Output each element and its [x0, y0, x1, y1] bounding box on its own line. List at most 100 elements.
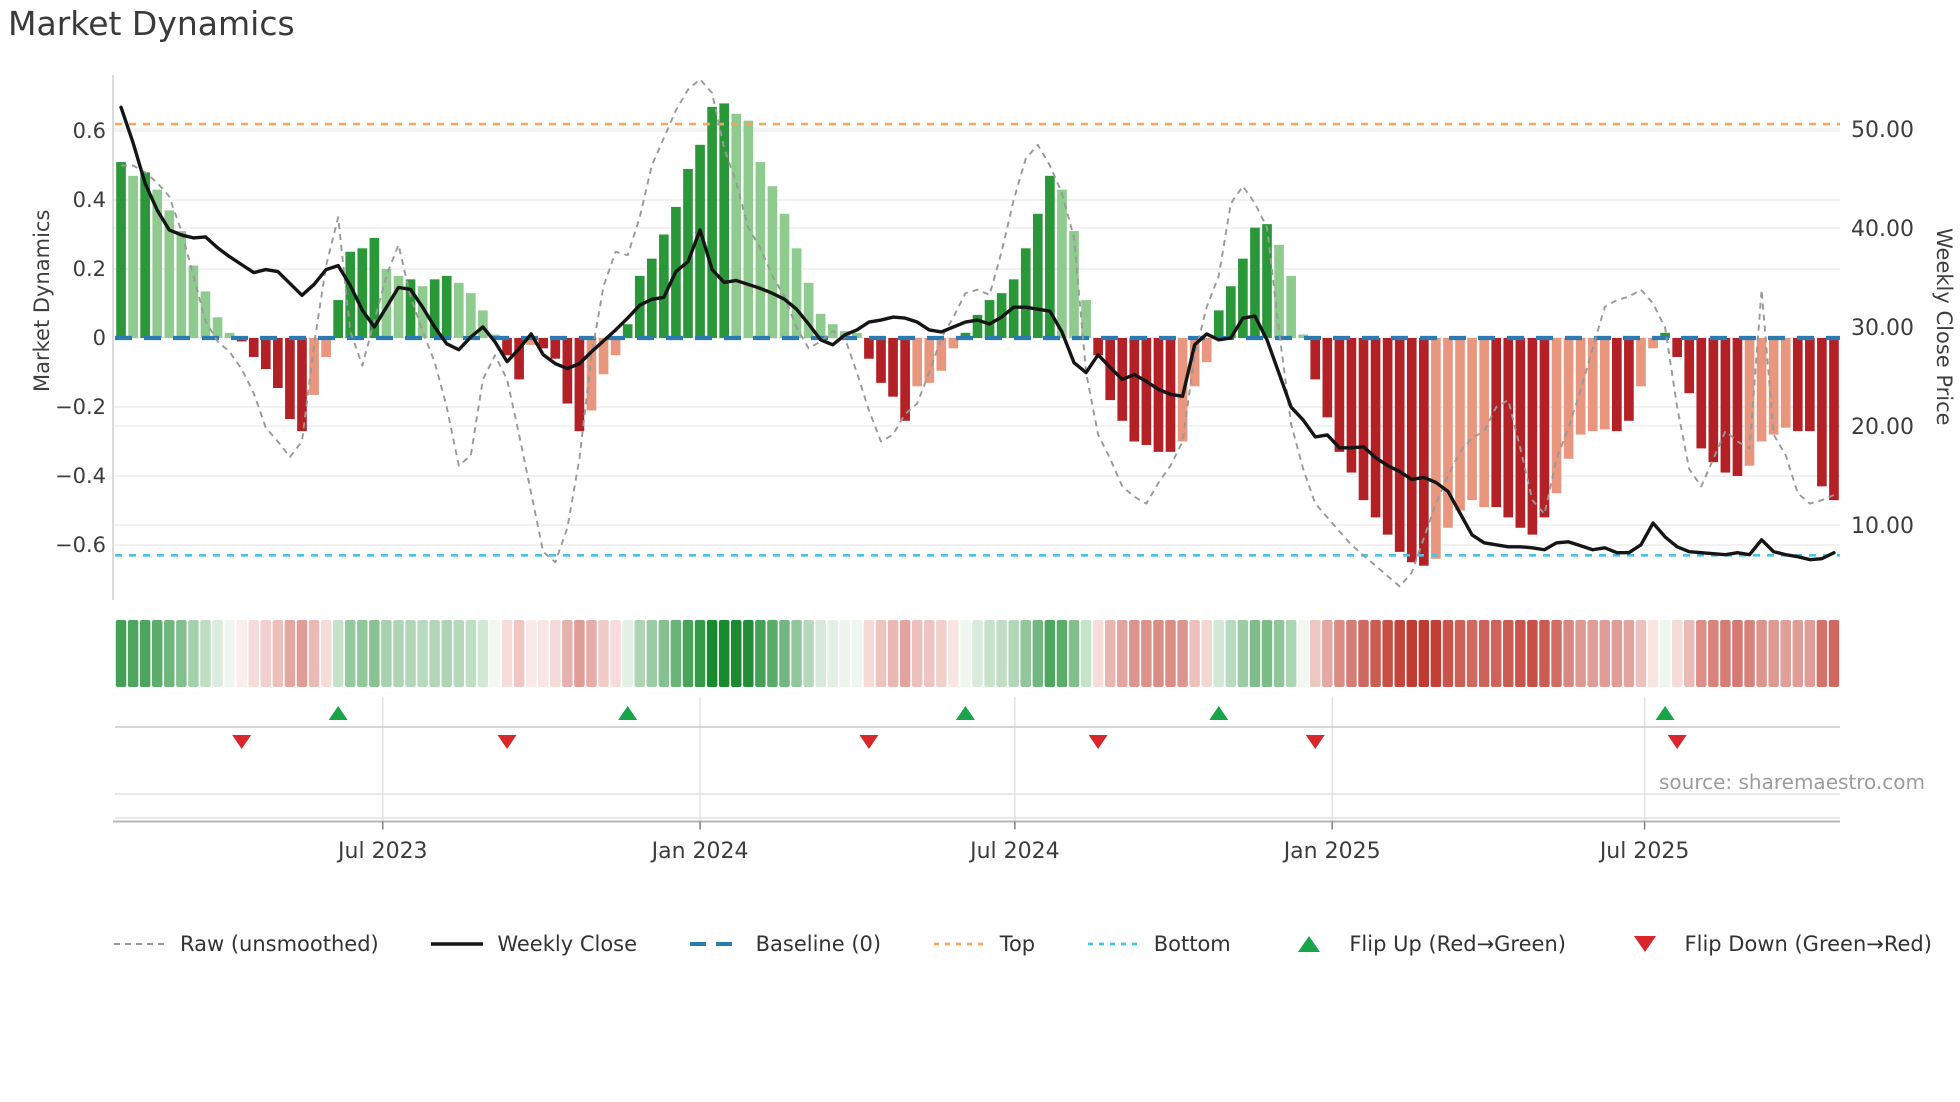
oscillator-bar: [538, 338, 549, 349]
heatmap-cell: [296, 620, 308, 687]
heatmap-cell: [477, 620, 489, 687]
oscillator-bar: [1612, 338, 1622, 432]
oscillator-bar: [140, 172, 150, 338]
heatmap-cell: [1587, 620, 1598, 687]
heatmap-cell: [1816, 620, 1828, 687]
heatmap-cell: [1683, 620, 1695, 687]
right-tick-label: 50.00: [1851, 118, 1914, 143]
heatmap-cell: [791, 620, 802, 687]
heatmap-cell: [610, 620, 621, 687]
flip-down-marker: [859, 735, 879, 749]
heatmap-cell: [1141, 620, 1152, 687]
bottom-line-swatch: [1087, 942, 1140, 946]
heatmap-cell: [1225, 620, 1237, 687]
heatmap-cell: [718, 620, 730, 687]
heatmap-cell: [1671, 620, 1683, 687]
oscillator-bar: [309, 338, 319, 395]
flip-up-marker: [1655, 706, 1675, 720]
oscillator-bar: [526, 338, 536, 345]
heatmap-cell: [417, 620, 428, 687]
oscillator-bar: [321, 338, 331, 357]
heatmap-cell: [115, 620, 127, 687]
oscillator-bar: [1768, 338, 1779, 435]
heatmap-cell: [1696, 620, 1707, 687]
heatmap-cell: [176, 620, 187, 687]
heatmap-cell: [936, 620, 947, 687]
heatmap-cell: [1720, 620, 1731, 687]
heatmap-cell: [489, 620, 501, 687]
legend-item: Baseline (0): [688, 932, 881, 956]
oscillator-bars: [116, 103, 1839, 566]
oscillator-bar: [297, 338, 307, 432]
oscillator-bar: [924, 338, 935, 383]
oscillator-bar: [1322, 338, 1333, 418]
heatmap-cell: [1466, 620, 1478, 687]
heatmap-cell: [284, 620, 296, 687]
heatmap-cell: [1189, 620, 1200, 687]
heatmap-cell: [1358, 620, 1369, 687]
oscillator-bar: [333, 300, 343, 338]
heatmap-cell: [1599, 620, 1611, 687]
flip-marker-panel: [113, 697, 1840, 830]
chart-legend: Raw (unsmoothed) Weekly Close Baseline (0)…: [112, 921, 1932, 967]
oscillator-bar: [779, 213, 790, 338]
oscillator-bar: [550, 338, 561, 359]
flip-down-icon: [1633, 936, 1656, 952]
oscillator-bar: [1599, 338, 1610, 430]
legend-item: Flip Down (Green→Red): [1617, 932, 1932, 956]
heatmap-cell: [972, 620, 983, 687]
heatmap-cell: [1394, 620, 1405, 687]
oscillator-bar: [441, 275, 452, 338]
heatmap-cell: [1708, 620, 1719, 687]
heatmap-cell: [815, 620, 826, 687]
oscillator-bar: [1527, 338, 1538, 535]
heatmap-cell: [200, 620, 211, 687]
oscillator-bar: [1129, 338, 1140, 442]
top-line-swatch: [933, 942, 986, 946]
oscillator-bar: [1394, 338, 1405, 552]
weekly-close-line: [119, 105, 1836, 562]
oscillator-bar: [1370, 338, 1381, 518]
heatmap-cell: [1527, 620, 1538, 687]
oscillator-bar: [1250, 227, 1260, 338]
oscillator-bar: [695, 144, 705, 338]
oscillator-bar: [1467, 338, 1477, 501]
heatmap-cell: [1008, 620, 1019, 687]
oscillator-bar: [610, 338, 621, 356]
heatmap-cell: [1129, 620, 1140, 687]
oscillator-bar: [864, 338, 874, 359]
x-tick-label: Jul 2024: [968, 839, 1060, 864]
heatmap-cell: [827, 620, 838, 687]
oscillator-bar: [888, 338, 898, 397]
oscillator-bar: [1744, 338, 1755, 466]
x-tick-label: Jan 2025: [1282, 839, 1381, 864]
heatmap-cell: [332, 620, 344, 687]
heatmap-cell: [960, 620, 971, 687]
oscillator-bar: [128, 175, 138, 338]
source-attribution: source: sharemaestro.com: [1659, 770, 1925, 794]
oscillator-bar: [1780, 338, 1791, 428]
heatmap-cell: [1744, 620, 1755, 687]
heatmap-cell: [1490, 620, 1502, 687]
left-tick-label: 0.4: [73, 188, 106, 212]
flip-down-marker: [497, 735, 517, 749]
oscillator-bar: [1696, 338, 1707, 449]
oscillator-bar: [1575, 338, 1586, 435]
oscillator-bar: [876, 338, 886, 383]
oscillator-bar: [453, 282, 464, 338]
baseline-swatch: [689, 942, 742, 946]
oscillator-bar: [1334, 338, 1345, 452]
heatmap-cell: [550, 620, 561, 687]
heatmap-cell: [1322, 620, 1333, 687]
oscillator-bar: [200, 291, 211, 338]
heatmap-cell: [1237, 620, 1249, 687]
heatmap-cell: [525, 620, 537, 687]
oscillator-bar: [1310, 338, 1321, 380]
oscillator-bar: [1539, 338, 1550, 518]
oscillator-bar: [900, 338, 910, 421]
oscillator-bar: [176, 231, 187, 338]
heatmap-cell: [236, 620, 247, 687]
heatmap-cell: [405, 620, 416, 687]
axis-tick-labels: Jul 2023 Jan 2024 Jul 2024 Jan 2025 Jul 2025…: [55, 118, 1914, 864]
